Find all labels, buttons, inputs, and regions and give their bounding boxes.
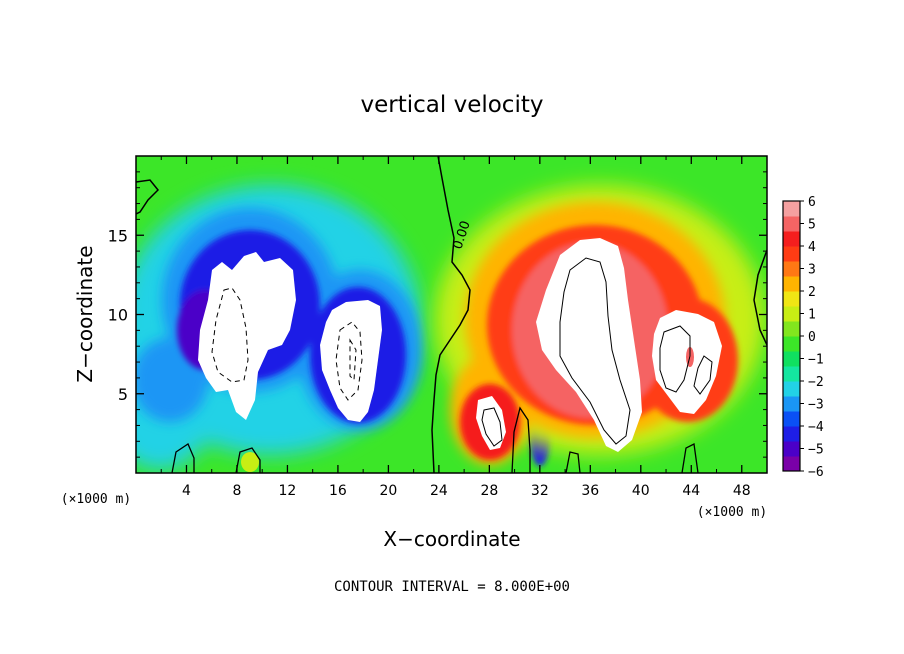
colorbar-tick-label: −3 bbox=[808, 398, 824, 413]
zero-contour-west bbox=[136, 179, 160, 215]
contour-interval-note: CONTOUR INTERVAL = 8.000E+00 bbox=[334, 579, 570, 595]
negative-contour-west bbox=[211, 287, 249, 383]
colorbar-tick-label: 4 bbox=[808, 240, 816, 255]
colorbar-tick-label: −2 bbox=[808, 375, 824, 390]
x-tick-label: 48 bbox=[733, 483, 751, 499]
y-axis: 5 10 15 bbox=[108, 171, 767, 458]
updraft-spot-small bbox=[241, 452, 259, 472]
x-axis: 4 8 12 16 20 24 28 32 36 40 44 48 bbox=[160, 156, 751, 499]
updraft-core-southwest bbox=[476, 396, 506, 450]
colorbar-swatch bbox=[783, 321, 800, 337]
colorbar-tick-label: 5 bbox=[808, 218, 816, 233]
colorbar-swatch bbox=[783, 276, 800, 292]
positive-contour-east bbox=[659, 325, 713, 395]
updraft-core-main bbox=[536, 238, 642, 452]
y-tick-label: 10 bbox=[108, 306, 128, 325]
colorbar-tick-label: 1 bbox=[808, 308, 816, 323]
zero-contour-bottom bbox=[171, 406, 699, 473]
colorbar-swatch bbox=[783, 351, 800, 367]
y-tick-label: 15 bbox=[108, 226, 128, 245]
downdraft-core-middle bbox=[320, 300, 382, 422]
x-axis-title: X−coordinate bbox=[383, 527, 520, 551]
colorbar-tick-label: −1 bbox=[808, 353, 824, 368]
x-tick-label: 12 bbox=[279, 483, 297, 499]
positive-contour-southwest bbox=[481, 407, 503, 447]
negative-contour-middle bbox=[335, 321, 363, 401]
x-tick-label: 44 bbox=[682, 483, 700, 499]
chart-title: vertical velocity bbox=[361, 92, 544, 118]
colorbar-swatch bbox=[783, 336, 800, 352]
colorbar-tick-label: 2 bbox=[808, 285, 816, 300]
x-tick-label: 36 bbox=[581, 483, 599, 499]
x-unit-right: (×1000 m) bbox=[697, 505, 767, 520]
zero-contour-main bbox=[431, 156, 471, 473]
colorbar-swatch bbox=[783, 366, 800, 382]
colorbar-tick-label: 0 bbox=[808, 330, 816, 345]
colorbar-swatch bbox=[783, 441, 800, 457]
colorbar-swatch bbox=[783, 396, 800, 412]
x-unit-left: (×1000 m) bbox=[61, 492, 131, 507]
x-tick-label: 40 bbox=[632, 483, 650, 499]
y-axis-title: Z−coordinate bbox=[73, 245, 97, 382]
x-tick-label: 8 bbox=[232, 483, 241, 499]
colorbar-swatch bbox=[783, 426, 800, 442]
x-tick-label: 28 bbox=[480, 483, 498, 499]
colorbar-swatch bbox=[783, 411, 800, 427]
colorbar-swatch bbox=[783, 231, 800, 247]
colorbar-tick-label: −5 bbox=[808, 443, 824, 458]
colorbar-swatch bbox=[783, 201, 800, 217]
colorbar-swatch bbox=[783, 216, 800, 232]
colorbar-swatch bbox=[783, 246, 800, 262]
x-tick-label: 16 bbox=[329, 483, 347, 499]
colorbar-tick-label: 3 bbox=[808, 263, 816, 278]
colorbar-swatch bbox=[783, 291, 800, 307]
colorbar-swatch bbox=[783, 306, 800, 322]
downdraft-core-west bbox=[198, 252, 296, 420]
x-tick-label: 24 bbox=[430, 483, 448, 499]
heatmap-field bbox=[136, 156, 767, 473]
y-tick-label: 5 bbox=[118, 385, 128, 404]
x-tick-label: 32 bbox=[531, 483, 549, 499]
zero-contour-east bbox=[753, 249, 767, 346]
colorbar-tick-label: −4 bbox=[808, 420, 824, 435]
colorbar-tick-label: 6 bbox=[808, 195, 816, 210]
colorbar-swatch bbox=[783, 381, 800, 397]
colorbar-tick-label: −6 bbox=[808, 465, 824, 480]
colorbar-swatch bbox=[783, 456, 800, 472]
colorbar: 6 5 4 3 2 1 0 −1 −2 −3 −4 −5 −6 bbox=[782, 195, 824, 480]
x-tick-label: 20 bbox=[379, 483, 397, 499]
positive-contour-main bbox=[559, 257, 631, 445]
x-tick-label: 4 bbox=[182, 483, 191, 499]
colorbar-swatch bbox=[783, 261, 800, 277]
